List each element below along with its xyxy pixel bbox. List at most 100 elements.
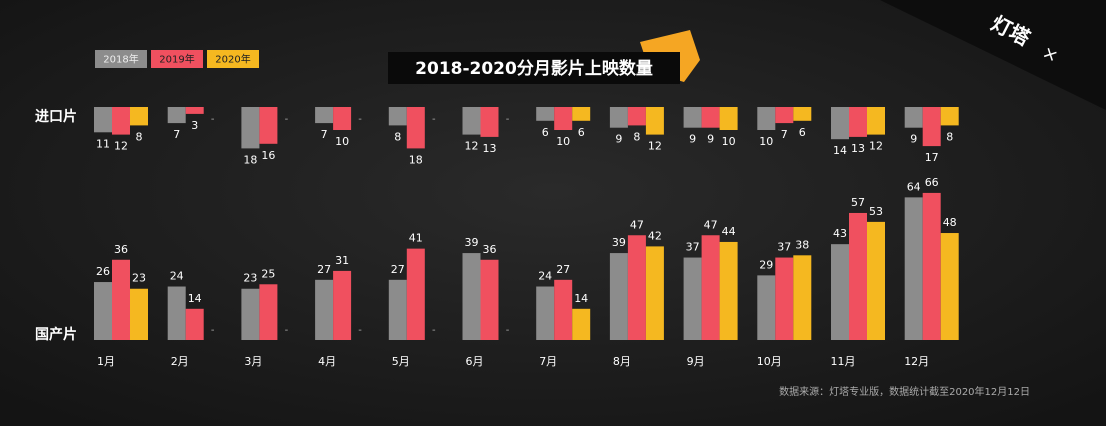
value-label: 10	[722, 135, 736, 148]
row-label: 进口片	[35, 108, 77, 125]
corner-banner	[880, 0, 1106, 110]
bar	[940, 233, 959, 340]
value-label: 8	[946, 130, 953, 143]
legend-swatch	[95, 50, 147, 68]
value-label: 66	[925, 176, 939, 189]
bar	[719, 241, 738, 340]
x-tick-label: 4月	[318, 355, 336, 368]
value-label: 3	[191, 119, 198, 132]
value-label: 48	[943, 216, 957, 229]
x-tick-label: 7月	[539, 355, 557, 368]
value-label: 10	[335, 135, 349, 148]
bar	[572, 308, 591, 340]
bar	[849, 107, 867, 137]
bar	[940, 107, 959, 126]
value-label: 13	[483, 142, 497, 155]
value-label: 7	[173, 128, 180, 141]
bar	[185, 308, 204, 340]
bar	[94, 107, 112, 133]
x-tick-label: 6月	[466, 355, 484, 368]
value-label: 39	[612, 236, 626, 249]
value-label: 41	[409, 232, 423, 245]
value-label: 47	[704, 218, 718, 231]
missing-label: -	[506, 114, 510, 125]
legend-label: 2018年	[103, 53, 138, 66]
x-tick-label: 3月	[244, 355, 262, 368]
bar	[315, 107, 334, 124]
value-label: 8	[136, 130, 143, 143]
bar	[867, 221, 885, 340]
value-label: 42	[648, 229, 662, 242]
value-label: 9	[707, 133, 714, 146]
bar	[315, 279, 334, 340]
bar	[388, 279, 407, 340]
value-label: 18	[409, 153, 423, 166]
bar	[572, 107, 591, 121]
value-label: 31	[335, 254, 349, 267]
value-label: 26	[96, 265, 110, 278]
value-label: 7	[781, 128, 788, 141]
value-label: 64	[907, 180, 921, 193]
value-label: 6	[578, 126, 585, 139]
bar	[259, 284, 278, 340]
value-label: 37	[686, 241, 700, 254]
value-label: 7	[321, 128, 328, 141]
value-label: 23	[243, 272, 257, 285]
value-label: 13	[851, 142, 865, 155]
bar	[259, 107, 278, 144]
value-label: 43	[833, 227, 847, 240]
bar	[627, 107, 646, 126]
value-label: 10	[759, 135, 773, 148]
value-label: 47	[630, 218, 644, 231]
value-label: 12	[114, 140, 128, 153]
bar	[849, 212, 867, 340]
value-label: 9	[910, 133, 917, 146]
value-label: 8	[633, 130, 640, 143]
title-box	[388, 52, 680, 84]
value-label: 12	[869, 140, 883, 153]
bar	[167, 107, 186, 124]
missing-label: -	[358, 325, 362, 336]
bar	[904, 107, 923, 128]
bar	[793, 107, 812, 121]
bar	[701, 235, 720, 340]
value-label: 27	[391, 263, 405, 276]
bar	[775, 107, 794, 124]
bar	[480, 107, 499, 137]
bar	[904, 197, 923, 340]
x-tick-label: 2月	[171, 355, 189, 368]
bar	[609, 107, 628, 128]
x-tick-label: 10月	[757, 355, 782, 368]
value-label: 57	[851, 196, 865, 209]
value-label: 14	[188, 292, 202, 305]
value-label: 12	[648, 140, 662, 153]
bar	[167, 286, 186, 340]
bar	[831, 107, 849, 140]
bar	[406, 107, 425, 149]
value-label: 25	[261, 267, 275, 280]
bar	[112, 107, 130, 135]
bar	[554, 107, 573, 130]
bar	[701, 107, 720, 128]
value-label: 16	[261, 149, 275, 162]
chart-title: 2018-2020分月影片上映数量	[415, 58, 653, 79]
bar	[627, 235, 646, 340]
legend-label: 2019年	[159, 53, 194, 66]
legend-label: 2020年	[215, 53, 250, 66]
value-label: 37	[777, 241, 791, 254]
bar	[333, 107, 352, 130]
x-tick-label: 9月	[687, 355, 705, 368]
value-label: 8	[394, 130, 401, 143]
bar	[867, 107, 885, 135]
missing-label: -	[285, 114, 289, 125]
bar	[241, 107, 260, 149]
bar	[719, 107, 738, 130]
value-label: 23	[132, 272, 146, 285]
value-label: 24	[538, 270, 552, 283]
bar	[683, 257, 702, 340]
value-label: 24	[170, 270, 184, 283]
bar	[462, 253, 481, 340]
value-label: 18	[243, 153, 257, 166]
x-tick-label: 12月	[904, 355, 929, 368]
